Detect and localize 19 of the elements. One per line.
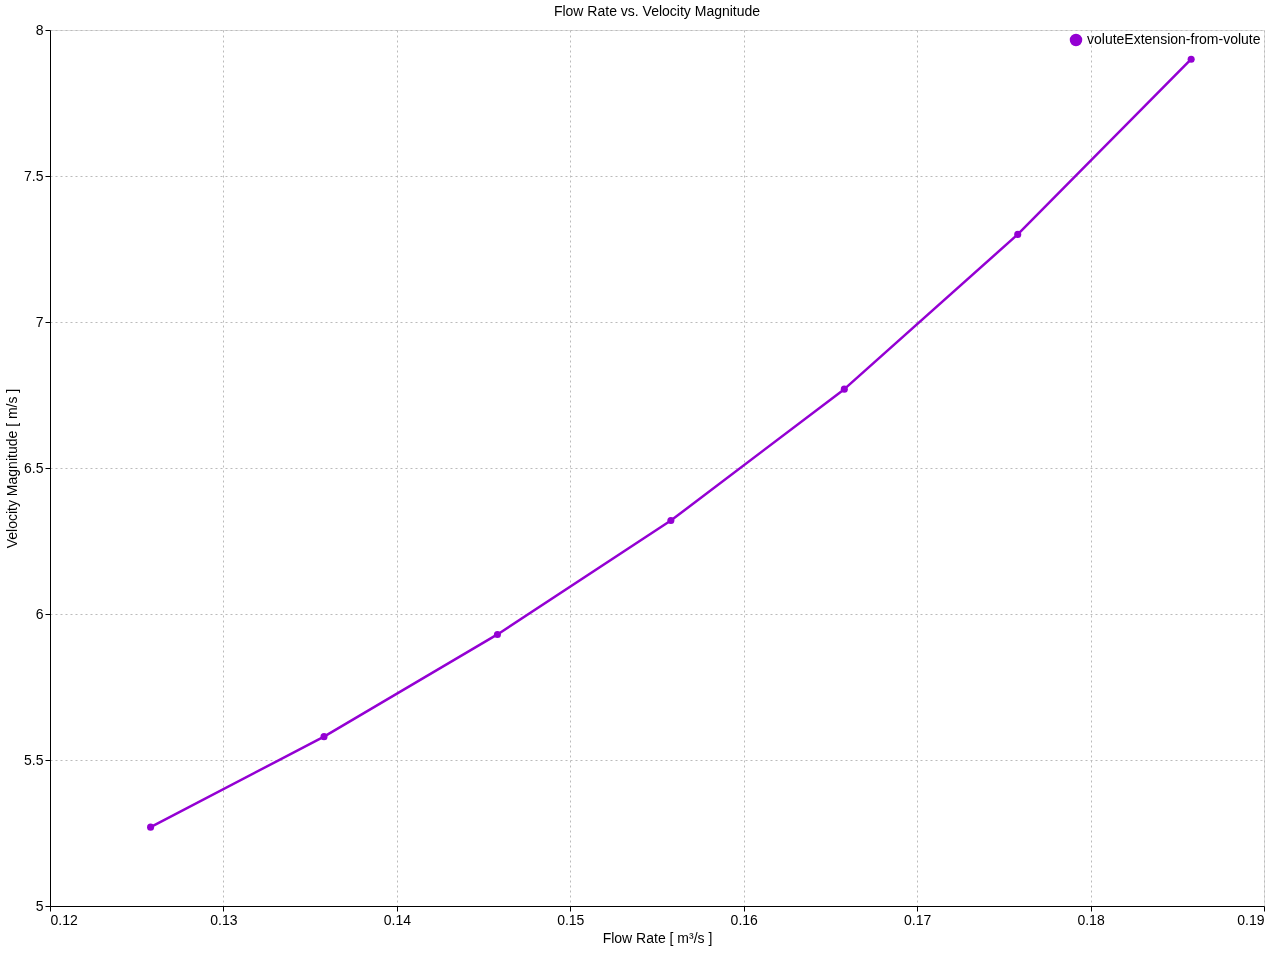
x-tick-label: 0.12 — [50, 911, 78, 928]
x-tick-label: 0.14 — [383, 911, 412, 928]
x-tick-label: 0.13 — [210, 911, 238, 928]
y-tick-label: 7 — [35, 313, 44, 330]
y-tick-label: 5.5 — [24, 751, 44, 768]
x-tick-label: 0.17 — [904, 911, 932, 928]
x-tick-label: 0.19 — [1237, 911, 1265, 928]
x-tick-label: 0.18 — [1077, 911, 1105, 928]
y-tick-label: 6.5 — [24, 459, 44, 476]
x-tick-label: 0.15 — [557, 911, 585, 928]
x-tick-label: 0.16 — [730, 911, 759, 928]
x-axis-title: Flow Rate [ m³/s ] — [602, 929, 713, 946]
y-axis-title: Velocity Magnitude [ m/s ] — [4, 388, 21, 549]
y-tick-label: 5 — [35, 897, 44, 914]
y-tick-label: 8 — [35, 21, 44, 38]
y-tick-label: 6 — [35, 605, 44, 622]
legend-label: voluteExtension-from-volute — [1087, 31, 1261, 47]
chart-title: Flow Rate vs. Velocity Magnitude — [553, 3, 761, 19]
y-tick-label: 7.5 — [24, 167, 44, 184]
